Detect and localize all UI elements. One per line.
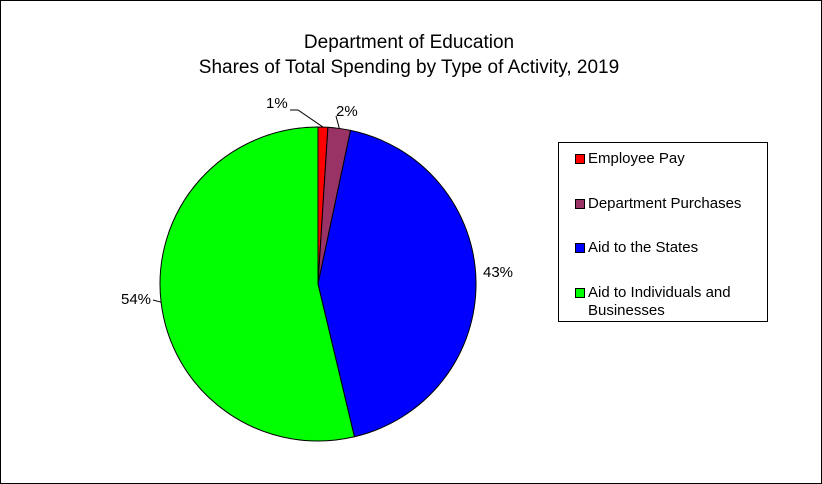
legend-item-department-purchases: Department Purchases bbox=[575, 195, 765, 213]
legend-item-aid-to-states: Aid to the States bbox=[575, 239, 765, 257]
legend-label-continued: Businesses bbox=[588, 302, 665, 319]
chart-subtitle: Shares of Total Spending by Type of Acti… bbox=[198, 57, 620, 78]
slice-data-label: 2% bbox=[336, 103, 358, 120]
pie-slice-aid-to-individuals-and-businesses bbox=[159, 126, 356, 442]
legend-swatch bbox=[575, 243, 585, 253]
chart-title: Department of Education bbox=[303, 32, 515, 53]
slice-data-label: 1% bbox=[266, 95, 288, 112]
legend-label: Department Purchases bbox=[588, 195, 742, 212]
legend-label: Aid to Individuals and bbox=[588, 284, 731, 301]
slice-data-label: 54% bbox=[121, 291, 151, 308]
leader-line bbox=[152, 299, 162, 303]
legend-label: Aid to the States bbox=[588, 239, 699, 256]
legend-swatch bbox=[575, 288, 585, 298]
chart-legend: Employee Pay Department Purchases Aid to… bbox=[558, 142, 768, 322]
leader-line bbox=[335, 115, 340, 129]
legend-item-employee-pay: Employee Pay bbox=[575, 150, 765, 168]
pie-slice-aid-to-the-states bbox=[317, 129, 477, 438]
legend-label: Employee Pay bbox=[588, 150, 685, 167]
legend-swatch bbox=[575, 199, 585, 209]
leader-line bbox=[290, 109, 324, 128]
slice-data-label: 43% bbox=[483, 264, 513, 281]
legend-item-aid-to-individuals: Aid to Individuals and Businesses bbox=[575, 284, 765, 320]
legend-swatch bbox=[575, 154, 585, 164]
